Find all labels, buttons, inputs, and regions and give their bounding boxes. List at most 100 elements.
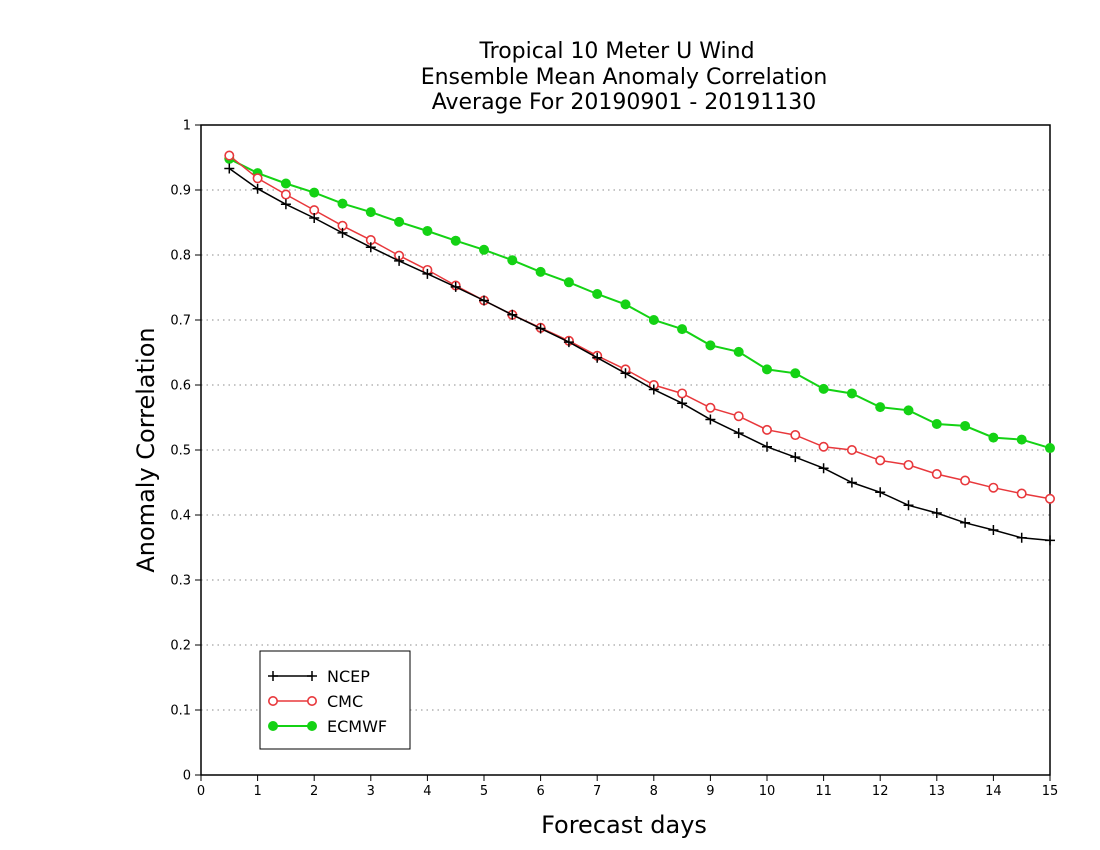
data-point-cmc [960,475,971,486]
x-axis-label: Forecast days [541,811,707,839]
data-point-ecmwf [818,383,829,394]
data-point-cmc [790,430,801,441]
data-point-cmc [224,150,235,161]
data-point-ncep [677,398,688,409]
legend-label-ncep: NCEP [327,667,370,686]
data-point-ncep [252,183,263,194]
data-point-ecmwf [960,420,971,431]
data-point-ncep [846,477,857,488]
x-tick-label: 10 [759,784,776,799]
legend-marker-ecmwf [307,721,317,731]
data-point-ecmwf [507,255,518,266]
data-point-ecmwf [620,299,631,310]
legend-marker-ecmwf [268,721,278,731]
x-tick-label: 12 [872,784,889,799]
data-point-ecmwf [903,405,914,416]
data-point-cmc [875,455,886,466]
data-point-ecmwf [875,402,886,413]
data-point-cmc [1016,488,1027,499]
y-tick-label: 0.4 [170,509,191,524]
data-point-ncep [903,500,914,511]
data-point-ncep [280,199,291,210]
x-tick-label: 6 [536,784,544,799]
chart-title-line-3: Average For 20190901 - 20191130 [432,90,817,115]
data-point-ecmwf [337,198,348,209]
data-point-ecmwf [677,324,688,335]
x-tick-label: 13 [929,784,946,799]
data-point-ncep [365,242,376,253]
legend-marker-cmc [267,695,278,706]
data-point-ncep [733,428,744,439]
data-point-ncep [224,163,235,174]
data-point-cmc [988,482,999,493]
data-point-cmc [705,402,716,413]
data-point-ecmwf [846,388,857,399]
data-point-ecmwf [648,315,659,325]
data-point-ncep [507,309,518,320]
y-tick-label: 0.6 [170,379,191,394]
x-tick-label: 0 [197,784,205,799]
data-point-ecmwf [280,178,291,189]
x-tick-label: 9 [706,784,714,799]
x-tick-label: 2 [310,784,318,799]
x-tick-label: 3 [367,784,375,799]
legend-item-ecmwf: ECMWF [268,717,387,736]
series-layer [224,150,1056,546]
data-point-ncep [479,295,489,306]
data-point-ncep [960,517,971,528]
data-point-ecmwf [1016,434,1027,445]
data-point-cmc [761,424,772,435]
x-tick-label: 1 [253,784,261,799]
data-point-ecmwf [309,187,320,198]
series-line-ecmwf [228,157,1051,450]
series-cmc [224,150,1056,504]
data-point-ecmwf [988,432,999,443]
legend-label-ecmwf: ECMWF [327,717,387,736]
legend-marker-cmc [306,695,317,706]
gridlines [201,189,1050,711]
legend-marker-ncep [268,671,278,681]
data-point-ncep [931,508,942,519]
y-tick-label: 0.7 [170,314,191,329]
data-point-cmc [846,444,857,455]
data-point-ncep [592,352,603,363]
series-ecmwf [224,153,1055,454]
data-point-cmc [818,441,829,452]
data-point-ecmwf [422,225,433,236]
data-point-ncep [309,212,320,223]
data-point-cmc [280,189,291,200]
data-point-ecmwf [592,289,603,299]
data-point-ncep [620,368,631,379]
y-tick-label: 0 [183,769,191,784]
y-tick-label: 0.5 [170,444,191,459]
data-point-ecmwf [535,266,546,277]
legend-label-cmc: CMC [327,692,363,711]
data-point-ecmwf [790,368,801,379]
data-point-ncep [422,268,433,279]
data-point-ecmwf [733,346,744,357]
series-ncep [224,163,1055,546]
x-tick-label: 8 [650,784,658,799]
y-axis-label: Anomaly Correlation [132,327,160,572]
y-tick-label: 0.2 [170,639,191,654]
series-line-ncep [228,167,1051,542]
legend-item-cmc: CMC [267,692,363,711]
data-point-ncep [394,255,405,266]
data-point-ncep [1016,532,1027,543]
y-tick-label: 1 [183,119,191,134]
data-point-ecmwf [365,207,376,218]
data-point-ecmwf [394,216,405,227]
data-point-ncep [563,337,574,348]
axis-ticks: 00.10.20.30.40.50.60.70.80.910 1 2 3 4 5 6 7 8 9 1… [170,119,1058,800]
data-point-ecmwf [762,364,772,375]
data-point-ecmwf [931,419,942,429]
data-point-ncep [648,384,659,395]
legend-box [259,650,411,750]
x-tick-label: 7 [593,784,601,799]
x-tick-label: 11 [815,784,832,799]
data-point-cmc [931,469,942,480]
legend-marker-ncep [307,671,317,681]
data-point-ncep [790,452,801,463]
data-point-cmc [677,388,688,399]
